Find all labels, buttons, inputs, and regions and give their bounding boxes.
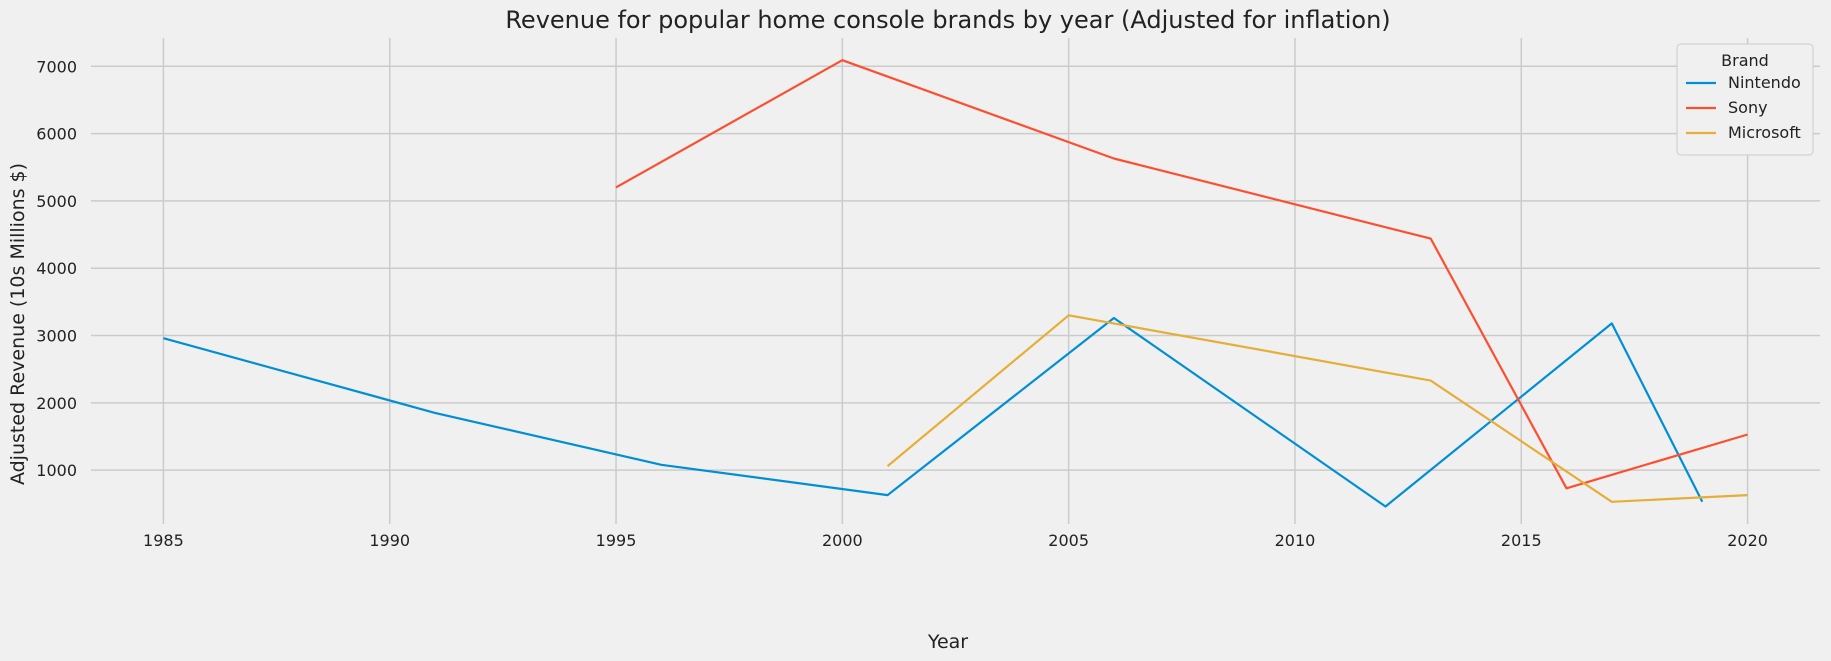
x-axis-label: Year [927,631,968,653]
y-tick-label: 4000 [36,259,77,278]
y-tick-label: 7000 [36,57,77,76]
y-tick-label: 2000 [36,394,77,413]
x-tick-label: 2010 [1275,531,1316,550]
series-line-microsoft [886,314,1748,503]
x-tick-label: 2000 [822,531,863,550]
y-tick-label: 3000 [36,327,77,346]
legend-label-sony: Sony [1728,98,1768,117]
series-lines [163,59,1748,508]
series-line-nintendo [163,316,1704,508]
x-tick-label: 2005 [1048,531,1089,550]
y-tick-label: 6000 [36,125,77,144]
y-tick-label: 5000 [36,192,77,211]
series-line-sony [615,59,1748,490]
y-axis-label: Adjusted Revenue (10s Millions $) [7,163,29,485]
legend-label-microsoft: Microsoft [1728,123,1801,142]
x-tick-label: 1985 [143,531,184,550]
legend: Brand Nintendo Sony Microsoft [1676,43,1814,156]
x-tick-label: 2015 [1501,531,1542,550]
legend-title: Brand [1721,51,1769,70]
y-tick-label: 1000 [36,461,77,480]
x-tick-label: 2020 [1727,531,1768,550]
legend-label-nintendo: Nintendo [1728,73,1801,92]
grid [91,38,1820,524]
chart-title: Revenue for popular home console brands … [505,6,1390,34]
tick-labels: 1985 1990 1995 2000 2005 2010 2015 2020 1000 2000… [36,57,1768,550]
x-tick-label: 1990 [369,531,410,550]
legend-frame [1676,43,1814,156]
x-tick-label: 1995 [596,531,637,550]
legend-items: Nintendo Sony Microsoft [1686,73,1801,142]
